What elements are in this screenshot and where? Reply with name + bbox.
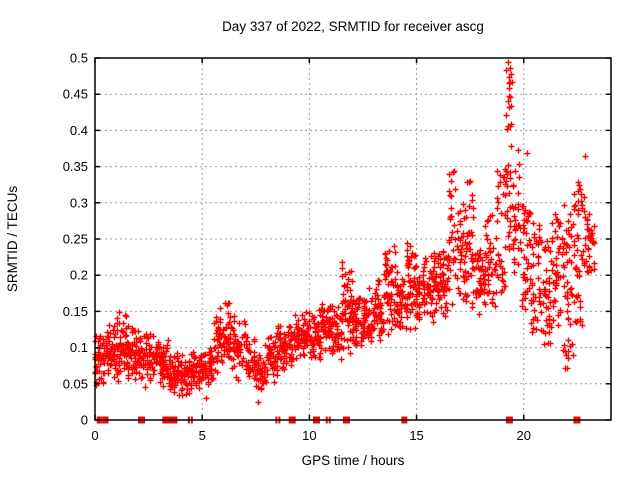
y-tick-label: 0.25 xyxy=(63,232,88,247)
x-tick-label: 0 xyxy=(91,428,98,443)
scatter-points-srmtid xyxy=(92,59,598,406)
axis-ticks xyxy=(94,57,611,421)
x-tick-label: 20 xyxy=(517,428,531,443)
y-tick-label: 0.35 xyxy=(63,159,88,174)
y-tick-label: 0.5 xyxy=(70,51,88,66)
x-axis-label: GPS time / hours xyxy=(302,453,405,468)
chart-title: Day 337 of 2022, SRMTID for receiver asc… xyxy=(222,19,484,34)
y-tick-label: 0.45 xyxy=(63,87,88,102)
y-tick-label: 0.05 xyxy=(63,376,88,391)
y-tick-label: 0.3 xyxy=(70,195,88,210)
y-tick-label: 0.15 xyxy=(63,304,88,319)
y-tick-label: 0.2 xyxy=(70,268,88,283)
x-tick-label: 10 xyxy=(302,428,316,443)
x-tick-label: 5 xyxy=(199,428,206,443)
x-tick-label: 15 xyxy=(409,428,423,443)
grid-lines xyxy=(95,58,611,420)
y-tick-label: 0.1 xyxy=(70,340,88,355)
y-axis-label: SRMTID / TECUs xyxy=(5,186,20,293)
y-tick-label: 0 xyxy=(81,413,88,428)
y-tick-label: 0.4 xyxy=(70,123,88,138)
